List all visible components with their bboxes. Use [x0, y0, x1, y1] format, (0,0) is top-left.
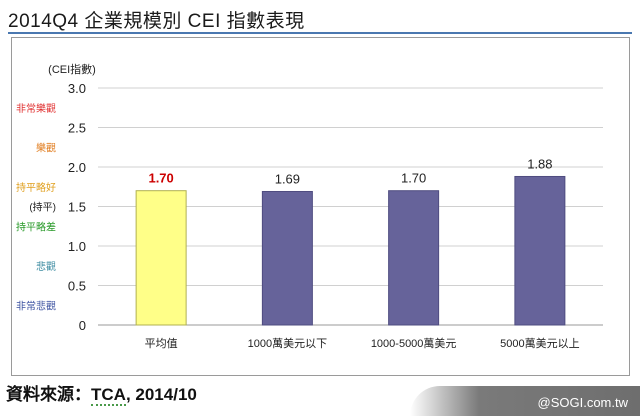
- source-suffix: , 2014/10: [125, 385, 197, 404]
- sentiment-label: 持平略差: [16, 220, 56, 233]
- bar-value-label: 1.70: [401, 171, 426, 186]
- y-tick-label: 3.0: [68, 81, 86, 96]
- bar: [261, 190, 313, 326]
- bar: [388, 190, 440, 326]
- y-tick-label: 1.0: [68, 239, 86, 254]
- bar: [514, 175, 566, 326]
- y-tick-label: 2.0: [68, 160, 86, 175]
- watermark-text: @SOGI.com.tw: [537, 395, 629, 410]
- page-title: 2014Q4 企業規模別 CEI 指數表現: [8, 11, 305, 32]
- sentiment-label: 非常樂觀: [16, 102, 56, 115]
- bar: [135, 190, 187, 326]
- title-divider: [8, 32, 632, 34]
- x-tick-label: 1000萬美元以下: [248, 337, 327, 350]
- sentiment-label: 非常悲觀: [16, 299, 56, 312]
- sentiment-label: (持平): [29, 201, 56, 214]
- sentiment-label: 樂觀: [36, 141, 56, 154]
- x-tick-label: 1000-5000萬美元: [371, 337, 457, 350]
- bar-value-label: 1.69: [275, 171, 300, 186]
- source-name: TCA: [91, 385, 126, 406]
- x-tick-label: 5000萬美元以上: [500, 337, 579, 350]
- y-tick-label: 2.5: [68, 121, 86, 136]
- source-note: 資料來源：TCA, 2014/10: [6, 380, 197, 406]
- x-tick-label: 平均值: [145, 337, 178, 350]
- sentiment-label: 悲觀: [36, 260, 56, 273]
- y-tick-label: 0: [79, 318, 86, 333]
- watermark-banner: [410, 386, 640, 416]
- y-axis-title: (CEI指數): [48, 62, 96, 76]
- bar-value-label: 1.88: [527, 156, 552, 171]
- sentiment-label: 持平略好: [16, 181, 56, 194]
- source-prefix: 資料來源：: [6, 385, 91, 404]
- y-tick-label: 0.5: [68, 279, 86, 294]
- y-tick-label: 1.5: [68, 200, 86, 215]
- bar-value-label: 1.70: [148, 171, 173, 186]
